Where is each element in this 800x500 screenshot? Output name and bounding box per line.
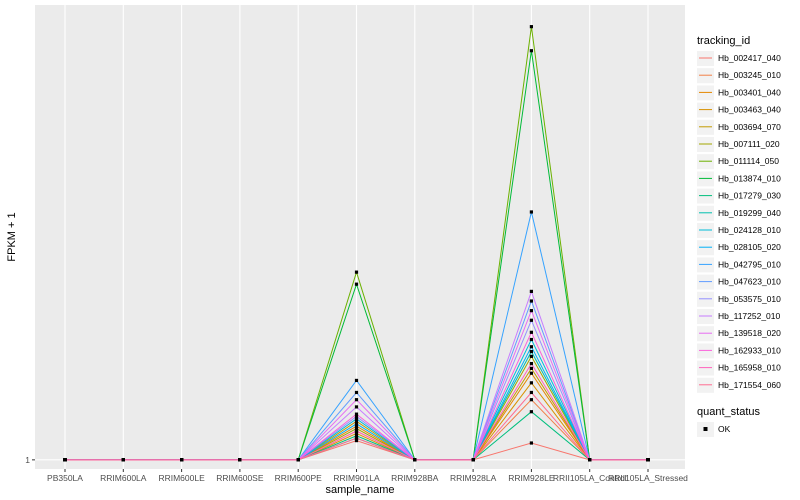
legend: tracking_id Hb_002417_040Hb_003245_010Hb… [697,35,781,437]
legend-label: Hb_139518_020 [718,328,781,338]
data-point [180,458,184,462]
data-point [354,429,359,433]
data-point [529,49,533,53]
legend-items: Hb_002417_040 Hb_003245_010 Hb_003401_040 H… [697,51,781,393]
data-point [121,458,125,462]
legend-label: Hb_117252_010 [718,311,781,321]
y-tick-label: 1 [25,455,30,465]
data-point [471,458,475,462]
legend-label: Hb_002417_040 [718,53,781,63]
legend-label: Hb_007111_020 [718,139,780,149]
data-point [529,366,533,371]
x-axis-title: sample_name [325,484,394,496]
legend-label: Hb_171554_060 [718,380,781,390]
data-point [529,318,533,322]
quant-status-legend-title: quant_status [697,406,760,418]
quant-status-legend-items: OK [697,422,731,437]
legend-label: Hb_024128_010 [718,225,781,235]
data-point [646,458,650,462]
legend-label: Hb_028105_020 [718,242,781,252]
data-point [354,417,359,421]
data-point [238,458,242,462]
x-tick-label: RRIM600SE [216,473,264,483]
legend-label: Hb_003401_040 [718,87,781,97]
x-tick-label: RRII105LA_Control [553,473,627,483]
x-tick-label: RRIM928LE [508,473,555,483]
x-tick-label: RRIM928LA [450,473,497,483]
data-point [529,309,533,313]
legend-label: Hb_003463_040 [718,105,781,115]
legend-label: Hb_003694_070 [718,122,781,132]
data-point [354,390,359,395]
legend-label: Hb_165958_010 [718,363,781,373]
data-point [354,414,359,419]
x-tick-label: RRIM600PE [275,473,323,483]
plot-panel [35,5,685,469]
data-point [529,25,533,29]
data-point [63,458,67,462]
data-point [529,330,533,334]
data-point [354,431,359,435]
data-point [529,349,533,354]
data-point [354,270,359,274]
x-axis-ticks: PB350LA RRIM600LA RRIM600LE RRIM600SE RRIM60… [47,469,688,483]
data-point [354,398,359,402]
legend-label: Hb_047623_010 [718,277,781,287]
legend-label: Hb_003245_010 [718,70,781,80]
data-point [529,390,533,395]
x-tick-label: RRIM901LA [333,473,380,483]
legend-label: Hb_011114_050 [718,156,779,166]
data-point [354,405,359,409]
legend-label: Hb_019299_040 [718,208,781,218]
data-point [529,371,533,375]
data-point [354,282,359,286]
data-point [529,381,533,385]
legend-label: Hb_162933_010 [718,345,781,355]
gridlines [35,5,685,469]
legend-key-square [703,427,708,431]
data-point [354,426,359,431]
data-point [529,410,533,414]
legend-label: Hb_017279_030 [718,191,781,201]
data-point [354,439,359,443]
data-point [354,378,359,383]
data-point [354,434,359,438]
data-point [529,361,533,366]
legend-label: OK [718,424,731,434]
data-point [354,419,359,423]
data-point [354,412,359,416]
x-tick-label: RRIM600LA [100,473,147,483]
data-point [588,458,592,462]
y-axis-title: FPKM + 1 [6,212,18,261]
data-point [529,398,533,402]
data-point [413,458,417,462]
x-tick-label: RRIM600LE [158,473,205,483]
data-point [529,289,533,293]
data-point [296,458,300,462]
legend-label: Hb_013874_010 [718,173,781,183]
data-point [529,354,533,358]
data-point [529,299,533,303]
legend-title: tracking_id [697,35,750,47]
x-tick-label: RRIM928BA [391,473,439,483]
y-axis-ticks: 1 [25,455,35,465]
data-point [529,337,533,342]
data-point [529,210,533,214]
x-tick-label: RRII105LA_Stressed [608,473,688,483]
data-point [354,424,359,428]
data-point [529,345,533,349]
legend-label: Hb_053575_010 [718,294,781,304]
legend-label: Hb_042795_010 [718,259,781,269]
data-point [354,436,359,440]
x-tick-label: PB350LA [47,473,83,483]
data-points [63,25,650,462]
data-point [354,422,359,426]
data-point [529,441,533,445]
